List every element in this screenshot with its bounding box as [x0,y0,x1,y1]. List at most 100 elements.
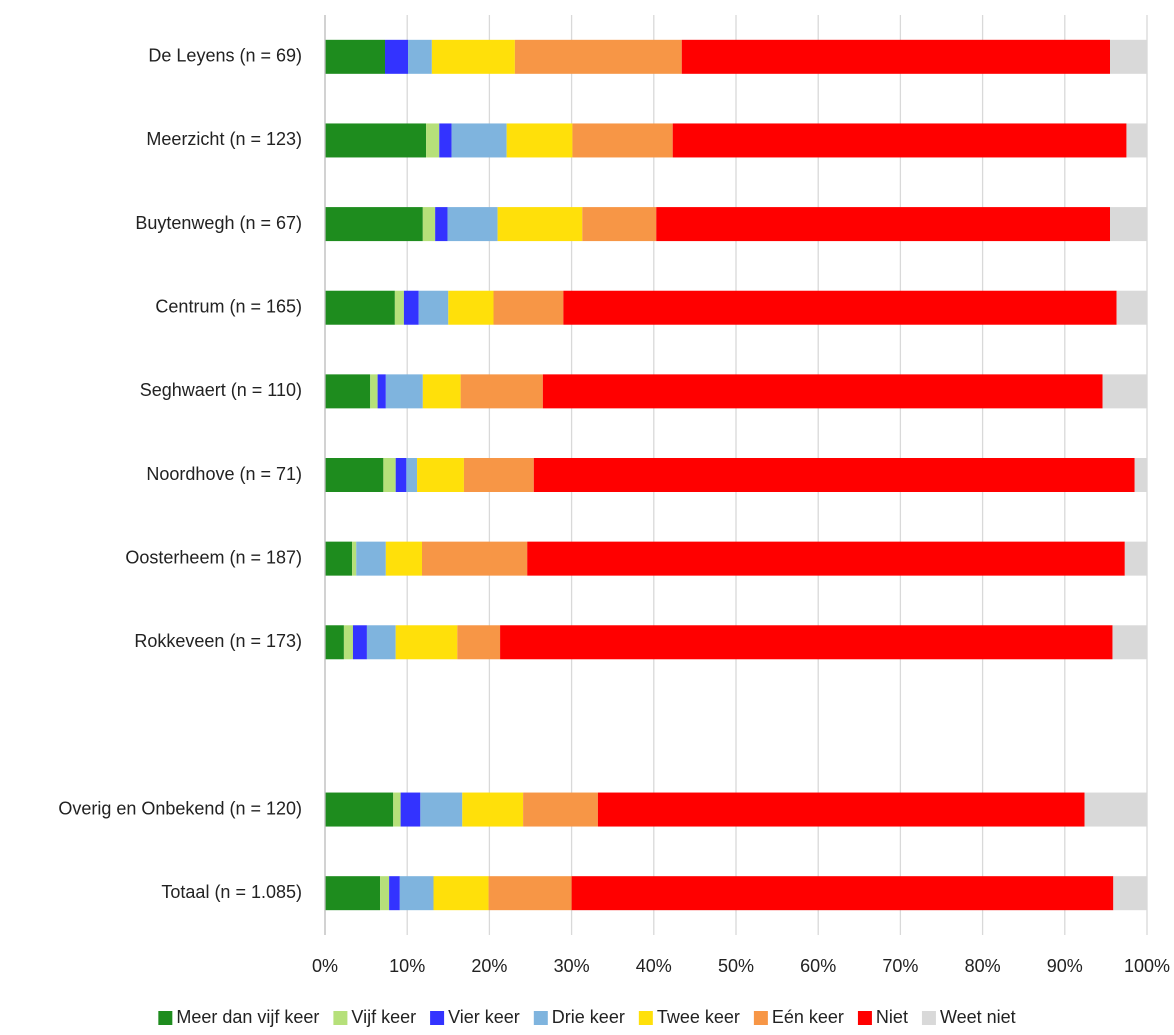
bar-segment [451,123,507,158]
bar-segment [399,876,434,911]
legend: Meer dan vijf keer Vijf keer Vier keer Drie… [158,1007,1016,1027]
bar-segment [421,541,528,576]
bar-segment [400,792,421,827]
bar-segment [420,792,463,827]
bar-segment [527,541,1125,576]
y-tick-label: Totaal (n = 1.085) [161,882,302,902]
legend-swatch [158,1011,173,1025]
bar-segment [533,458,1135,492]
legend-swatch [921,1011,936,1025]
bar-segment [1116,290,1147,325]
bar-segment [1112,625,1147,660]
bar-segment [1113,876,1147,911]
bar-segment [572,123,673,158]
bar-segment [448,290,494,325]
bar-segment [447,207,498,242]
bar-segment [325,39,386,74]
bar-segment [493,290,564,325]
x-tick-label: 90% [1047,956,1083,976]
x-tick-label: 70% [882,956,918,976]
bar-segment [408,39,432,74]
bar-segment [370,374,378,409]
bar-segment [325,374,371,409]
bar-segment [325,458,384,492]
bar-segment [356,541,386,576]
bar-segment [325,792,394,827]
bar-segment [385,39,409,74]
bar-segment [406,458,418,492]
legend-swatch [533,1011,548,1025]
legend-label: Meer dan vijf keer [176,1007,319,1027]
bar-segment [422,374,461,409]
y-tick-label: De Leyens (n = 69) [148,46,302,66]
bar-segment [385,541,422,576]
x-tick-label: 30% [554,956,590,976]
legend-swatch [333,1011,348,1025]
bar-segment [422,207,436,242]
legend-label: Twee keer [657,1007,740,1027]
legend-label: Vier keer [448,1007,520,1027]
legend-label: Drie keer [552,1007,625,1027]
bar-segment [433,876,489,911]
bar-segment [500,625,1113,660]
bar-segment [394,290,404,325]
bar-segment [656,207,1111,242]
bar-segment [418,290,449,325]
y-tick-label: Seghwaert (n = 110) [140,380,302,400]
bar-segment [395,625,458,660]
bar-segment [435,207,448,242]
legend-swatch [857,1011,872,1025]
bar-segment [325,207,423,242]
bar-segment [1134,458,1147,492]
x-tick-label: 80% [965,956,1001,976]
x-tick-label: 0% [312,956,338,976]
bar-segment [385,374,423,409]
bar-segment [1110,39,1147,74]
bar-segment [366,625,396,660]
bar-segment [457,625,501,660]
bar-segment [1084,792,1147,827]
y-tick-label: Meerzicht (n = 123) [146,129,302,149]
bar-segment [462,792,524,827]
bar-segment [380,876,390,911]
bar-segment [1110,207,1147,242]
bar-segment [325,290,395,325]
bar-segment [383,458,396,492]
bar-segment [395,458,407,492]
bar-segment [1102,374,1147,409]
y-tick-label: Centrum (n = 165) [155,296,302,316]
bar-segment [463,458,534,492]
y-tick-label: Noordhove (n = 71) [146,464,302,484]
y-tick-label: Overig en Onbekend (n = 120) [58,798,302,818]
x-tick-label: 20% [471,956,507,976]
bar-segment [352,541,357,576]
bar-segment [563,290,1117,325]
x-tick-label: 40% [636,956,672,976]
legend-label: Weet niet [940,1007,1016,1027]
bar-segment [514,39,682,74]
bar-segment [431,39,515,74]
bar-segment [506,123,573,158]
legend-label: Niet [876,1007,908,1027]
x-tick-label: 50% [718,956,754,976]
bar-segment [325,123,427,158]
bar-segment [393,792,401,827]
bar-segment [403,290,419,325]
bar-segment [325,876,381,911]
legend-label: Vijf keer [351,1007,416,1027]
y-tick-label: Oosterheem (n = 187) [125,547,302,567]
bar-segment [582,207,657,242]
bar-segment [343,625,353,660]
bar-segment [417,458,464,492]
legend-label: Eén keer [772,1007,844,1027]
bar-segment [352,625,367,660]
x-tick-label: 60% [800,956,836,976]
y-tick-label: Rokkeveen (n = 173) [134,631,302,651]
bar-segment [389,876,400,911]
x-tick-label: 100% [1124,956,1170,976]
bar-segment [488,876,572,911]
bar-segment [325,625,344,660]
bar-segment [439,123,452,158]
x-tick-label: 10% [389,956,425,976]
